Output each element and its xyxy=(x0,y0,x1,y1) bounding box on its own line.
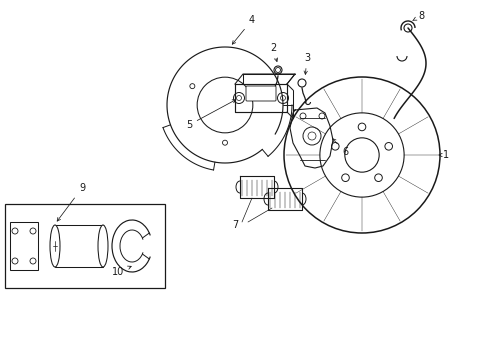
Ellipse shape xyxy=(50,225,60,267)
Text: 1: 1 xyxy=(438,150,448,160)
Text: 6: 6 xyxy=(332,139,347,157)
Text: 4: 4 xyxy=(232,15,255,44)
Text: 10: 10 xyxy=(112,266,131,277)
Text: 8: 8 xyxy=(412,11,423,21)
Text: 2: 2 xyxy=(269,43,277,62)
Bar xyxy=(5,204,164,288)
Text: 5: 5 xyxy=(185,100,235,130)
Text: 9: 9 xyxy=(57,183,85,221)
Bar xyxy=(10,222,38,270)
Text: 3: 3 xyxy=(304,53,309,75)
Text: 7: 7 xyxy=(231,220,238,230)
FancyBboxPatch shape xyxy=(245,86,275,101)
Ellipse shape xyxy=(98,225,108,267)
